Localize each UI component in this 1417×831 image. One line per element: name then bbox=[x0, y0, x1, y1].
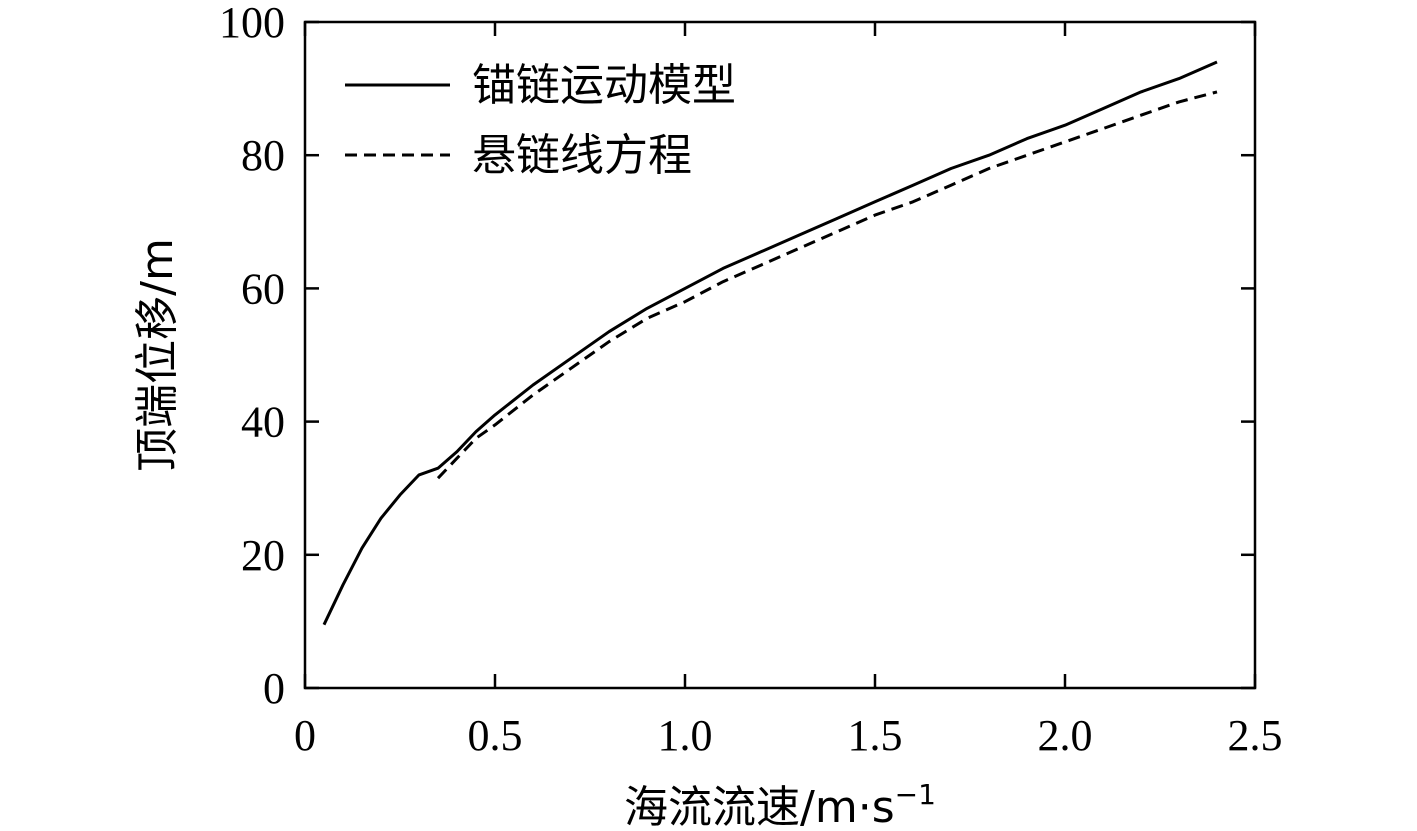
x-tick-label: 1.5 bbox=[848, 711, 903, 760]
y-tick-label: 100 bbox=[219, 0, 285, 47]
x-axis-title-main: 海流流速/m·s bbox=[624, 782, 895, 831]
x-tick-label: 2.5 bbox=[1228, 711, 1283, 760]
y-tick-label: 80 bbox=[241, 131, 285, 180]
x-axis-title-exponent: −1 bbox=[895, 778, 936, 811]
y-axis-title: 顶端位移/m bbox=[132, 238, 183, 472]
series-line-solid bbox=[322, 60, 1218, 626]
legend-label-dashed: 悬链线方程 bbox=[472, 130, 692, 181]
legend-label-solid: 锚链运动模型 bbox=[472, 60, 736, 111]
y-tick-label: 60 bbox=[241, 264, 285, 313]
series-line-dashed bbox=[436, 90, 1218, 480]
plot-frame bbox=[303, 20, 1257, 690]
legend: 锚链运动模型 悬链线方程 bbox=[345, 60, 736, 181]
series-layer bbox=[322, 60, 1218, 626]
x-tick-label: 0.5 bbox=[468, 711, 523, 760]
x-axis-title: 海流流速/m·s−1 bbox=[624, 778, 936, 831]
y-tick-label: 0 bbox=[263, 664, 285, 713]
y-tick-label: 20 bbox=[241, 531, 285, 580]
y-tick-label: 40 bbox=[241, 398, 285, 447]
x-tick-label: 2.0 bbox=[1038, 711, 1093, 760]
x-tick-label: 1.0 bbox=[658, 711, 713, 760]
x-tick-label: 0 bbox=[294, 711, 316, 760]
ticks-layer: 0 0.5 1.0 1.5 2.0 2.5 0 20 40 60 80 100 bbox=[219, 0, 1283, 760]
